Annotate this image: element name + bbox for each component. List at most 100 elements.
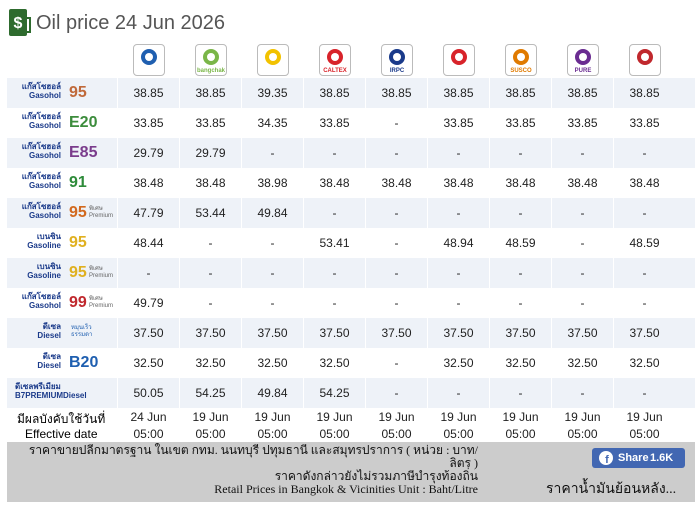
fuel-grade: 95: [69, 234, 87, 251]
brand-logo: [257, 44, 289, 76]
price-cell: -: [613, 198, 675, 228]
fuel-thai: แก๊สโซฮอล์: [21, 142, 61, 151]
row-label: แก๊สโซฮอล์ Gasohol: [21, 112, 61, 130]
svg-text:f: f: [605, 454, 609, 465]
price-cell: 33.85: [303, 108, 365, 138]
price-cell: 38.85: [179, 78, 241, 108]
price-cell: 38.48: [303, 168, 365, 198]
fuel-grade: B20: [69, 354, 99, 371]
fuel-thai: แก๊สโซฮอล์: [21, 202, 61, 211]
price-cell: -: [179, 288, 241, 318]
logo-mark: [575, 49, 591, 65]
fuel-english: Gasoline: [27, 271, 61, 280]
premium-thai: พิเศษ: [89, 266, 103, 272]
price-cell: -: [241, 288, 303, 318]
table-row: ดีเซล Diesel B20 32.50 32.50 32.50 32.50-32.50…: [7, 348, 695, 378]
price-cell: 53.41: [303, 228, 365, 258]
brand-label: IRPC: [389, 68, 405, 74]
price-cell: 49.79: [117, 288, 179, 318]
price-cell: 38.85: [365, 78, 427, 108]
logo-mark: [451, 49, 467, 65]
price-cell: 32.50: [179, 348, 241, 378]
brand-label: CALTEX: [323, 68, 347, 74]
effective-date: 19 Jun: [303, 410, 365, 424]
price-cell: 33.85: [427, 108, 489, 138]
price-cell: 37.50: [365, 318, 427, 348]
share-count: 1.6K: [650, 452, 674, 464]
price-cell: -: [365, 258, 427, 288]
price-cell: -: [489, 288, 551, 318]
price-cell: 33.85: [179, 108, 241, 138]
brand-label: PURE: [574, 68, 592, 74]
price-cell: 33.85: [613, 108, 675, 138]
fuel-english: Gasohol: [28, 211, 61, 220]
effective-time: 05:00: [303, 427, 365, 441]
price-cell: 38.85: [117, 78, 179, 108]
brand-logo: bangchak: [195, 44, 227, 76]
note-line: หมุนเร็ว: [71, 325, 92, 331]
footer: [7, 442, 695, 502]
fuel-english: Gasohol: [28, 181, 61, 190]
fuel-grade: E85: [69, 144, 98, 161]
price-cell: 50.05: [117, 378, 179, 408]
price-cell: 47.79: [117, 198, 179, 228]
brand-logo: [629, 44, 661, 76]
price-cell: -: [303, 288, 365, 318]
effective-date: 19 Jun: [179, 410, 241, 424]
row-label: ดีเซล Diesel: [21, 352, 61, 370]
fuel-grade: 95: [69, 84, 87, 101]
price-cell: 49.84: [241, 198, 303, 228]
price-cell: -: [551, 138, 613, 168]
price-cell: 38.48: [489, 168, 551, 198]
effective-date: 19 Jun: [613, 410, 675, 424]
effective-time: 05:00: [365, 427, 427, 441]
logo-mark: [203, 49, 219, 65]
price-cell: -: [365, 138, 427, 168]
effective-time: 05:00: [551, 427, 613, 441]
price-cell: -: [241, 258, 303, 288]
brand-logo: SUSCO: [505, 44, 537, 76]
price-cell: 37.50: [613, 318, 675, 348]
fuel-english: Gasohol: [28, 121, 61, 130]
price-cell: -: [551, 378, 613, 408]
fuel-grade: 99: [69, 294, 87, 311]
price-cell: 34.35: [241, 108, 303, 138]
price-cell: -: [551, 198, 613, 228]
fuel-thai: แก๊สโซฮอล์: [21, 172, 61, 181]
price-cell: 48.59: [613, 228, 675, 258]
history-link[interactable]: ราคาน้ำมันย้อนหลัง...: [546, 482, 677, 497]
fuel-grade: 95: [69, 204, 87, 221]
table-row: แก๊สโซฮอล์ Gasohol 99 พิเศษ Premium 49.79- - - -…: [7, 288, 695, 318]
facebook-icon: f: [599, 451, 613, 465]
price-cell: -: [489, 378, 551, 408]
fuel-english: Diesel: [37, 361, 61, 370]
premium-english: Premium: [89, 303, 114, 309]
share-label: Share: [618, 452, 649, 464]
fuel-thai: ดีเซลพรีเมียม: [15, 382, 61, 391]
share-button[interactable]: f Share 1.6K: [592, 448, 685, 468]
effective-date: 19 Jun: [241, 410, 303, 424]
logo-mark: [513, 49, 529, 65]
price-cell: -: [427, 198, 489, 228]
footer-notes: ราคาขายปลีกมาตรฐาน ในเขต กทม. นนทบุรี ปท…: [10, 444, 478, 496]
price-cell: 37.50: [179, 318, 241, 348]
price-cell: 29.79: [179, 138, 241, 168]
price-cell: 54.25: [303, 378, 365, 408]
fuel-thai: ดีเซล: [42, 352, 61, 361]
row-label: แก๊สโซฮอล์ Gasohol: [21, 142, 61, 160]
effective-date: 19 Jun: [551, 410, 613, 424]
premium-label: พิเศษ Premium: [89, 266, 113, 280]
fuel-english: Diesel: [37, 331, 61, 340]
table-row: ดีเซลพรีเมียม B7PREMIUMDiesel 50.05 54.25 49…: [7, 378, 695, 408]
price-cell: 38.48: [427, 168, 489, 198]
brand-label: SUSCO: [510, 68, 532, 74]
fuel-thai: ดีเซล: [42, 322, 61, 331]
price-cell: -: [427, 288, 489, 318]
row-label: ดีเซล Diesel: [21, 322, 61, 340]
effective-date: 19 Jun: [489, 410, 551, 424]
price-cell: -: [365, 378, 427, 408]
price-cell: 33.85: [489, 108, 551, 138]
price-cell: 38.85: [427, 78, 489, 108]
effective-time: 05:00: [427, 427, 489, 441]
price-cell: -: [427, 138, 489, 168]
